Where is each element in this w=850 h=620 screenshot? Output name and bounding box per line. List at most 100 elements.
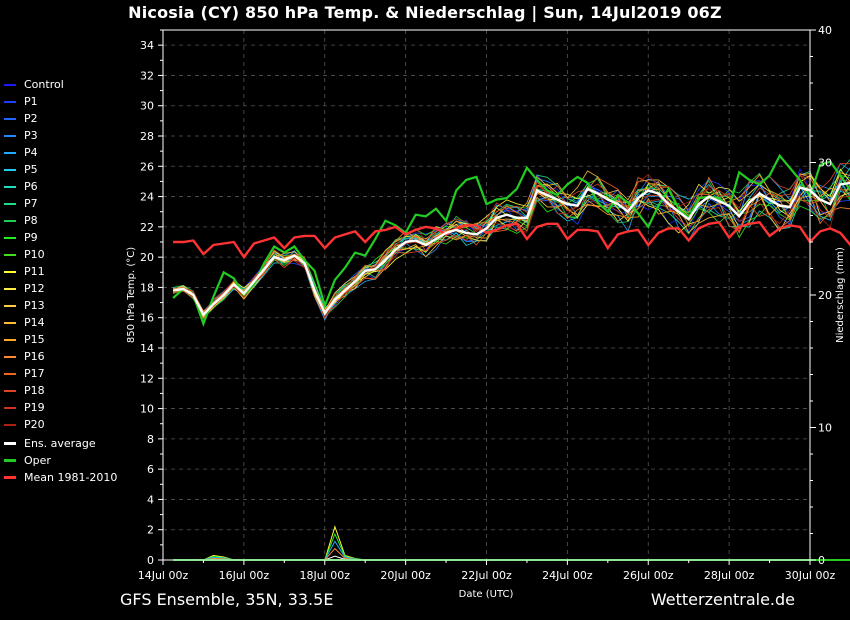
legend-swatch: [4, 185, 16, 188]
legend-item: Mean 1981-2010: [4, 469, 117, 486]
legend-swatch: [4, 253, 16, 256]
legend-label: Ens. average: [24, 437, 96, 450]
precip-line: [173, 540, 850, 561]
precip-line: [173, 525, 850, 561]
x-tick-label: 16Jul 00z: [219, 569, 270, 582]
precip-lines: [173, 525, 850, 561]
legend-label: P17: [24, 367, 45, 380]
y-tick-label: 34: [140, 39, 154, 52]
legend-label: P5: [24, 163, 38, 176]
y-tick-label: 24: [140, 191, 154, 204]
legend-label: Control: [24, 78, 64, 91]
legend-item: P9: [4, 229, 117, 246]
legend-swatch: [4, 287, 16, 290]
y2-tick-label: 20: [818, 289, 832, 302]
legend-swatch: [4, 476, 16, 479]
legend-label: P9: [24, 231, 38, 244]
legend-item: P17: [4, 365, 117, 382]
legend-label: P2: [24, 112, 38, 125]
legend-label: P15: [24, 333, 45, 346]
y-tick-label: 0: [147, 554, 154, 567]
y-tick-label: 20: [140, 251, 154, 264]
y-tick-label: 28: [140, 130, 154, 143]
precip-line: [173, 547, 850, 561]
legend-label: P3: [24, 129, 38, 142]
legend-label: P16: [24, 350, 45, 363]
member-line-p16: [173, 176, 850, 319]
legend-item: P16: [4, 348, 117, 365]
member-line-p20: [173, 173, 850, 319]
y-axis-label: 850 hPa Temp. (°C): [126, 247, 137, 343]
legend-label: Mean 1981-2010: [24, 471, 118, 484]
site-credit: Wetterzentrale.de: [650, 590, 795, 609]
legend-item: P6: [4, 178, 117, 195]
legend-item: P2: [4, 110, 117, 127]
legend-swatch: [4, 100, 16, 103]
x-tick-label: 14Jul 00z: [138, 569, 189, 582]
legend-item: P19: [4, 399, 117, 416]
legend-item: P13: [4, 297, 117, 314]
legend-swatch: [4, 117, 16, 120]
legend-item: P8: [4, 212, 117, 229]
member-line-p19: [173, 173, 850, 317]
legend-label: P10: [24, 248, 45, 261]
legend-label: P12: [24, 282, 45, 295]
y-tick-label: 18: [140, 281, 154, 294]
member-line-p6: [173, 166, 850, 317]
member-line-control: [173, 167, 850, 318]
y-tick-label: 10: [140, 403, 154, 416]
x-tick-label: 26Jul 00z: [623, 569, 674, 582]
member-line-p18: [173, 162, 850, 317]
legend-label: Oper: [24, 454, 51, 467]
y2-tick-label: 30: [818, 157, 832, 170]
legend-item: P12: [4, 280, 117, 297]
legend-swatch: [4, 219, 16, 222]
legend-item: P3: [4, 127, 117, 144]
y-tick-label: 12: [140, 372, 154, 385]
legend-swatch: [4, 270, 16, 273]
legend-item: P14: [4, 314, 117, 331]
x-tick-label: 22Jul 00z: [461, 569, 512, 582]
legend-item: P7: [4, 195, 117, 212]
oper-line: [172, 153, 850, 328]
legend-label: P1: [24, 95, 38, 108]
legend-label: P13: [24, 299, 45, 312]
legend-swatch: [4, 442, 16, 445]
legend-swatch: [4, 406, 16, 409]
y-tick-label: 22: [140, 221, 154, 234]
precip-line: [173, 532, 850, 561]
legend-swatch: [4, 423, 16, 426]
legend-item: P11: [4, 263, 117, 280]
legend-item: P20: [4, 416, 117, 433]
mean-1981-2010-line: [173, 221, 850, 260]
legend-label: P11: [24, 265, 45, 278]
y2-tick-label: 10: [818, 422, 832, 435]
legend-swatch: [4, 134, 16, 137]
legend-swatch: [4, 338, 16, 341]
y-tick-label: 30: [140, 100, 154, 113]
legend-item: P4: [4, 144, 117, 161]
legend-swatch: [4, 389, 16, 392]
legend-label: P18: [24, 384, 45, 397]
y-tick-label: 6: [147, 463, 154, 476]
legend-item: P1: [4, 93, 117, 110]
member-line-p17: [173, 176, 850, 320]
y-tick-label: 16: [140, 312, 154, 325]
chart-axes: 0246810121416182022242628303234010203040…: [138, 24, 836, 582]
legend-swatch: [4, 83, 16, 86]
legend-label: P19: [24, 401, 45, 414]
member-line-p11: [173, 168, 850, 315]
legend-swatch: [4, 304, 16, 307]
model-info: GFS Ensemble, 35N, 33.5E: [120, 590, 334, 609]
y-tick-label: 2: [147, 524, 154, 537]
legend-swatch: [4, 321, 16, 324]
y-tick-label: 14: [140, 342, 154, 355]
legend-item: Oper: [4, 452, 117, 469]
y2-axis-label: Niederschlag (mm): [835, 247, 846, 343]
legend-item: Ens. average: [4, 435, 117, 452]
y2-tick-label: 40: [818, 24, 832, 37]
legend-swatch: [4, 355, 16, 358]
x-axis-label: Date (UTC): [459, 589, 514, 600]
chart-title: Nicosia (CY) 850 hPa Temp. & Niederschla…: [128, 3, 722, 22]
